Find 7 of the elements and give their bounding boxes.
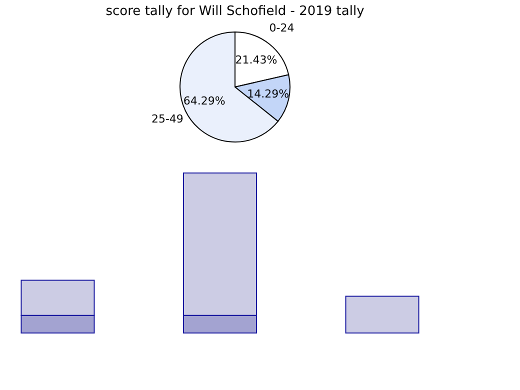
slice-label: 25-49 <box>151 112 184 126</box>
data-label: 64.29% <box>183 94 226 108</box>
slice-label: 0-24 <box>269 21 294 34</box>
data-label: 14.29% <box>247 88 290 101</box>
chart-title: score tally for Will Schofield - 2019 tally <box>106 4 365 19</box>
bar <box>345 296 420 334</box>
data-label: 21.43% <box>235 53 278 66</box>
